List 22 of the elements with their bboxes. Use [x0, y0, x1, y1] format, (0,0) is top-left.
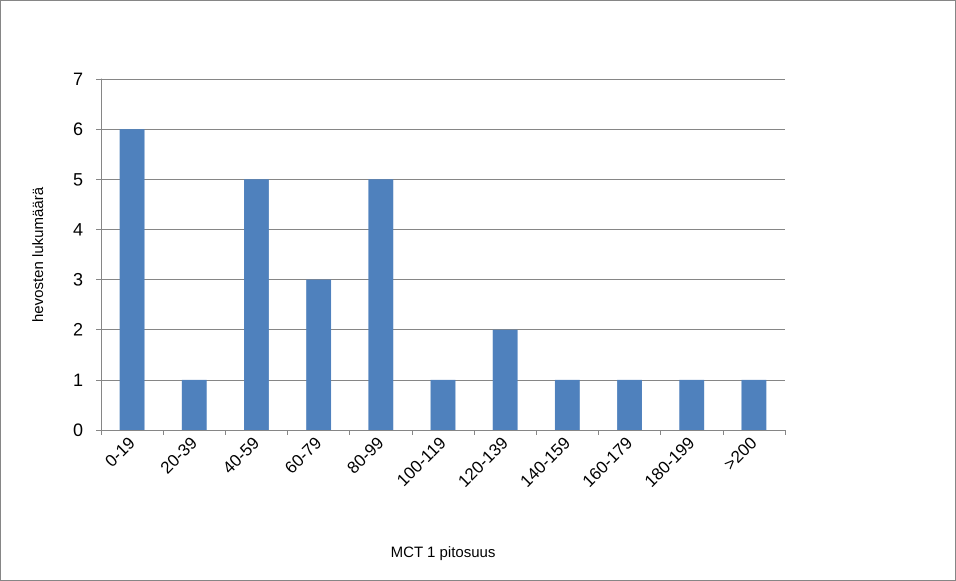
- y-tick-label: 0: [72, 420, 83, 440]
- bar: [617, 380, 642, 430]
- bar: [244, 179, 269, 430]
- y-tick-label: 2: [72, 320, 83, 340]
- bar: [368, 179, 394, 430]
- x-tick-label: 0-19: [101, 433, 139, 471]
- y-tick-label: 3: [72, 270, 83, 290]
- bar: [679, 380, 704, 430]
- y-axis-title: hevosten lukumäärä: [30, 186, 47, 322]
- bar: [430, 380, 456, 430]
- bar: [492, 330, 518, 430]
- y-tick-label: 1: [72, 370, 83, 390]
- y-tick-label: 7: [72, 69, 83, 89]
- y-tick-label: 6: [72, 119, 83, 140]
- bar: [120, 129, 145, 430]
- bar: [554, 380, 580, 430]
- bar: [182, 380, 207, 430]
- y-tick-label: 5: [72, 169, 83, 190]
- bar: [306, 280, 332, 430]
- bar: [741, 380, 766, 430]
- y-tick-label: 4: [72, 219, 83, 240]
- x-axis-title: MCT 1 pitosuus: [390, 544, 496, 561]
